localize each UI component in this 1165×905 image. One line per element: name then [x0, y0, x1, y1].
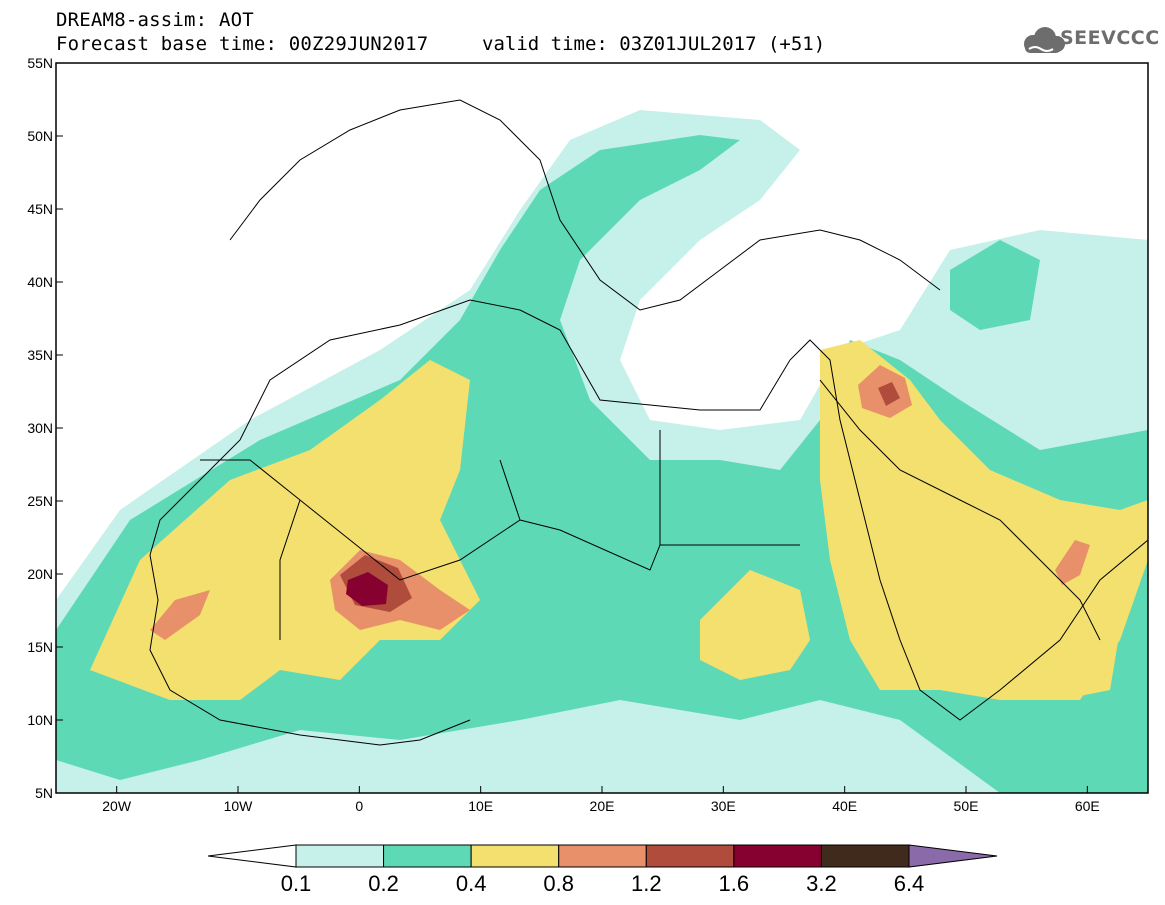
cloud-icon: [1024, 27, 1065, 53]
lon-tick-label: 60E: [1075, 798, 1100, 814]
colorbar-swatch: [295, 844, 385, 868]
lon-tick-label: 40E: [832, 798, 857, 814]
lat-tick-label: 50N: [27, 128, 53, 144]
colorbar-swatch: [820, 844, 910, 868]
colorbar-swatch: [470, 844, 560, 868]
aot-band-orange: [1055, 540, 1090, 585]
aot-band-max: [346, 572, 388, 606]
colorbar-under-arrow: [207, 844, 297, 868]
aot-band-yellow: [1020, 610, 1120, 700]
coastline-westafrica: [149, 554, 471, 746]
aot-band-yellow: [820, 340, 1148, 700]
logo-text: SEEVCCC: [1060, 27, 1160, 49]
lat-tick-label: 55N: [27, 55, 53, 71]
longitude-axis: 20W 10W 0 10E 20E 30E 40E 50E 60E: [102, 786, 1100, 814]
lat-tick-label: 20N: [27, 566, 53, 582]
colorbar-level-label: 3.2: [806, 871, 837, 896]
base-time-label: Forecast base time: 00Z29JUN2017: [56, 33, 429, 55]
aot-field: [56, 63, 1148, 793]
lat-tick-label: 5N: [35, 785, 53, 801]
lat-tick-label: 35N: [27, 347, 53, 363]
coastline-arabia: [819, 379, 1101, 641]
lat-tick-label: 30N: [27, 420, 53, 436]
lat-tick-label: 25N: [27, 493, 53, 509]
lon-tick-label: 30E: [711, 798, 736, 814]
colorbar-level-label: 0.1: [280, 871, 312, 896]
colorbar-level-label: 1.2: [630, 871, 662, 896]
latitude-axis: 55N 50N 45N 40N 35N 30N 25N 20N 15N 10N 5N: [27, 55, 63, 801]
colorbar: [207, 844, 998, 868]
lon-tick-label: 10W: [224, 798, 254, 814]
lat-tick-label: 40N: [27, 274, 53, 290]
lon-tick-label: 20E: [590, 798, 615, 814]
border-lines: [200, 430, 800, 640]
colorbar-swatch: [645, 844, 735, 868]
aot-band-brown: [878, 382, 900, 406]
colorbar-swatch: [383, 844, 472, 868]
lon-tick-label: 0: [355, 798, 363, 814]
colorbar-level-label: 1.6: [718, 871, 750, 896]
colorbar-level-label: 0.4: [455, 871, 487, 896]
lat-tick-label: 45N: [27, 201, 53, 217]
lat-tick-label: 15N: [27, 639, 53, 655]
aot-band-orange: [150, 590, 210, 640]
lon-tick-label: 20W: [102, 798, 132, 814]
aot-band-yellow: [700, 570, 810, 680]
lon-tick-label: 10E: [468, 798, 493, 814]
colorbar-swatch: [733, 844, 822, 868]
lat-tick-label: 10N: [27, 712, 53, 728]
aot-band-medium: [950, 240, 1040, 330]
coastline-europe: [229, 99, 941, 311]
coastlines: [149, 99, 1148, 746]
colorbar-over-arrow: [908, 844, 998, 868]
valid-time-label: valid time: 03Z01JUL2017 (+51): [482, 33, 826, 55]
colorbar-level-label: 6.4: [893, 871, 925, 896]
lon-tick-label: 50E: [954, 798, 979, 814]
coastline-africa: [149, 299, 1148, 721]
colorbar-swatch: [558, 844, 647, 868]
colorbar-level-label: 0.8: [543, 871, 574, 896]
title-line: DREAM8-assim: AOT: [56, 9, 254, 31]
colorbar-level-label: 0.2: [368, 871, 399, 896]
